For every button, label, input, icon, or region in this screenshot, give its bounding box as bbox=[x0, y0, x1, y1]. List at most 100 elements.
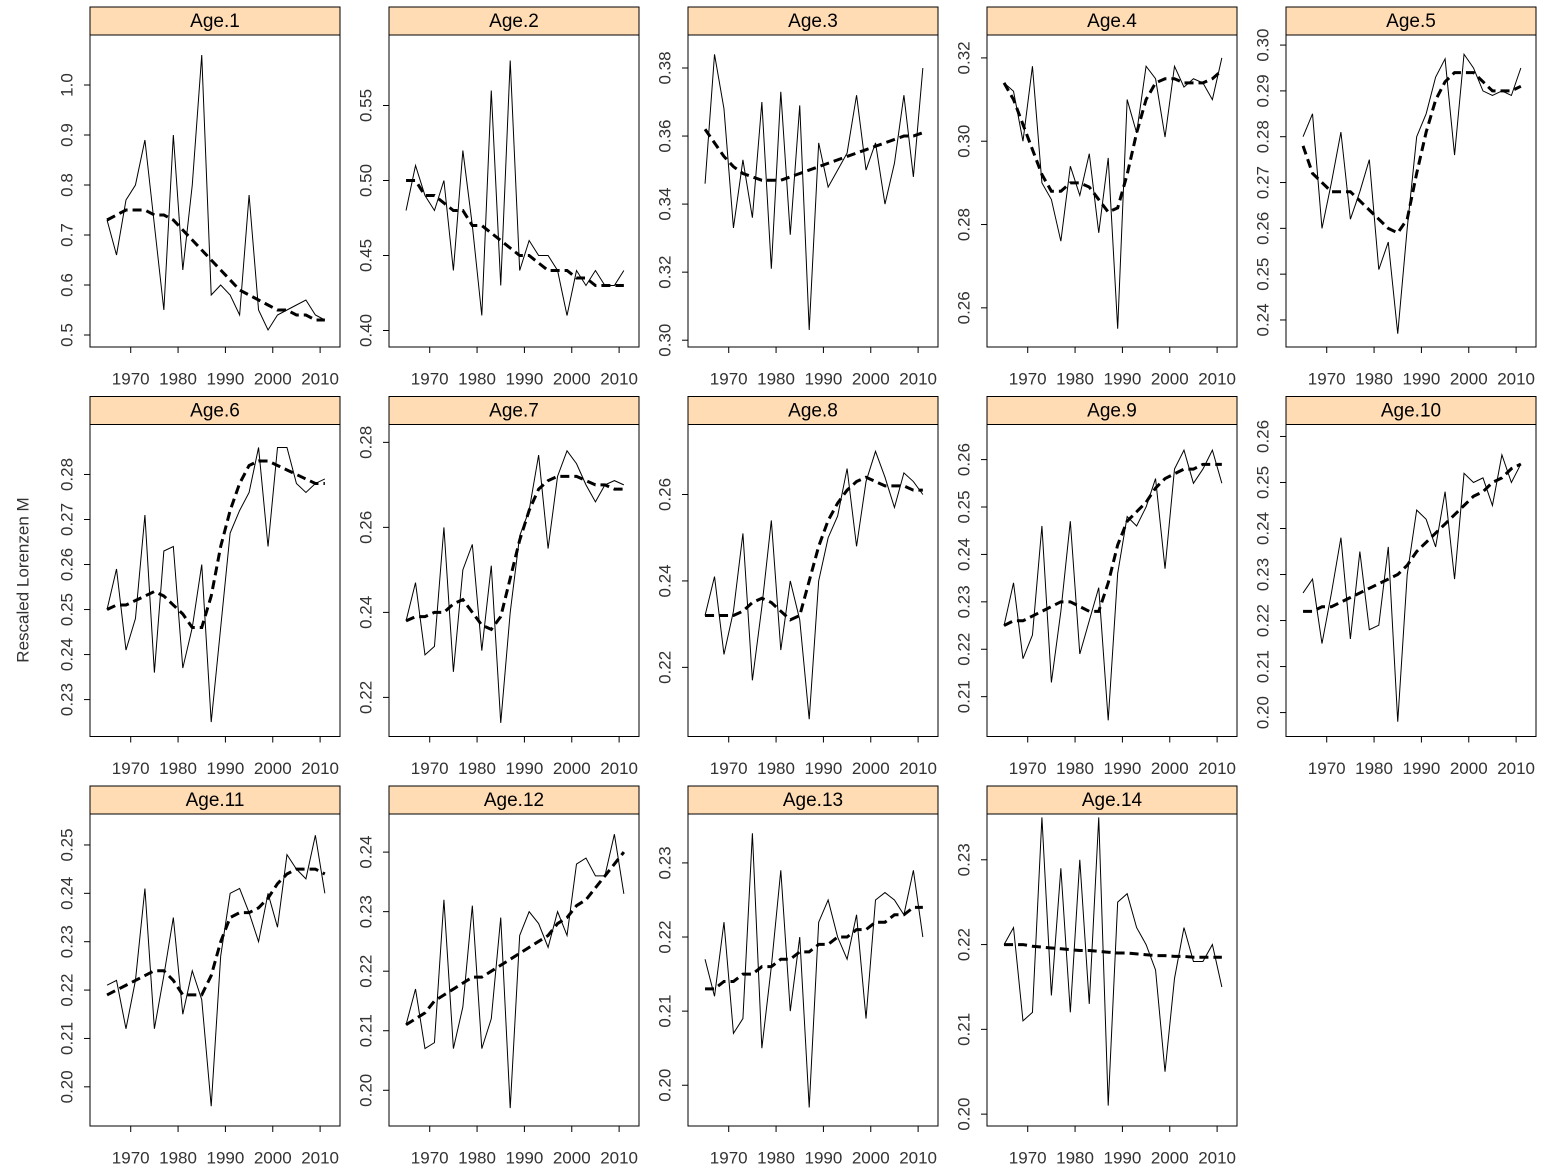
x-tick-label: 1980 bbox=[757, 369, 795, 388]
y-tick-label: 0.22 bbox=[57, 974, 76, 1007]
plot-frame bbox=[89, 813, 341, 1127]
x-tick-label: 1990 bbox=[805, 1148, 843, 1167]
x-tick-label: 2010 bbox=[1497, 759, 1535, 778]
y-tick-label: 0.23 bbox=[356, 895, 375, 928]
x-tick-label: 1990 bbox=[805, 759, 843, 778]
data-line bbox=[1003, 817, 1223, 1106]
plot-frame bbox=[986, 813, 1238, 1127]
y-tick-label: 0.6 bbox=[57, 273, 76, 297]
y-tick-label: 0.25 bbox=[1253, 258, 1272, 291]
strip bbox=[89, 6, 341, 36]
data-line bbox=[704, 449, 924, 720]
x-tick-label: 1970 bbox=[710, 369, 748, 388]
strip bbox=[388, 6, 640, 36]
trend-line bbox=[1303, 462, 1522, 613]
data-line bbox=[106, 54, 326, 332]
y-axis-label: Rescaled Lorenzen M bbox=[13, 497, 32, 662]
x-tick-label: 1980 bbox=[458, 759, 496, 778]
strip bbox=[388, 396, 640, 425]
y-tick-label: 0.28 bbox=[57, 458, 76, 491]
y-tick-label: 0.32 bbox=[655, 256, 674, 289]
y-tick-label: 0.20 bbox=[57, 1070, 76, 1103]
y-tick-label: 0.23 bbox=[954, 585, 973, 618]
y-tick-label: 0.25 bbox=[954, 490, 973, 523]
y-tick-label: 0.23 bbox=[954, 843, 973, 876]
x-tick-label: 1970 bbox=[411, 369, 449, 388]
x-tick-label: 1970 bbox=[411, 759, 449, 778]
panel-title: Age.11 bbox=[186, 790, 245, 811]
y-tick-label: 0.21 bbox=[954, 680, 973, 713]
x-tick-label: 1980 bbox=[458, 369, 496, 388]
plot-frame bbox=[1285, 424, 1537, 737]
x-tick-label: 2010 bbox=[600, 759, 638, 778]
y-tick-label: 0.32 bbox=[954, 41, 973, 74]
x-tick-label: 1990 bbox=[1104, 759, 1142, 778]
x-tick-label: 1970 bbox=[112, 369, 150, 388]
y-tick-label: 0.55 bbox=[356, 89, 375, 122]
x-tick-label: 2000 bbox=[852, 369, 890, 388]
y-tick-label: 0.24 bbox=[57, 877, 76, 910]
panel-title: Age.10 bbox=[1381, 401, 1441, 422]
panel-title: Age.2 bbox=[489, 11, 539, 32]
y-tick-label: 0.26 bbox=[954, 291, 973, 324]
x-tick-label: 1970 bbox=[1009, 1148, 1047, 1167]
x-tick-label: 2000 bbox=[1151, 369, 1189, 388]
x-tick-label: 1970 bbox=[710, 1148, 748, 1167]
x-tick-label: 1970 bbox=[1009, 759, 1047, 778]
x-tick-label: 1980 bbox=[757, 1148, 795, 1167]
x-tick-label: 1980 bbox=[1355, 369, 1393, 388]
panel-title: Age.6 bbox=[190, 401, 240, 422]
y-tick-label: 0.20 bbox=[655, 1069, 674, 1102]
x-tick-label: 1990 bbox=[1104, 369, 1142, 388]
x-tick-label: 1990 bbox=[506, 1148, 544, 1167]
y-tick-label: 0.26 bbox=[655, 478, 674, 511]
x-tick-label: 1980 bbox=[159, 759, 197, 778]
strip bbox=[1285, 6, 1537, 36]
x-tick-label: 1970 bbox=[112, 1148, 150, 1167]
y-tick-label: 0.23 bbox=[57, 925, 76, 958]
y-tick-label: 0.24 bbox=[356, 596, 375, 629]
y-tick-label: 0.22 bbox=[655, 920, 674, 953]
y-tick-label: 0.5 bbox=[57, 323, 76, 347]
data-line bbox=[1302, 52, 1522, 334]
y-tick-label: 0.26 bbox=[356, 511, 375, 544]
y-tick-label: 0.30 bbox=[655, 324, 674, 357]
data-line bbox=[405, 834, 625, 1109]
panel-title: Age.9 bbox=[1087, 401, 1137, 422]
x-tick-label: 2010 bbox=[899, 759, 937, 778]
plot-frame bbox=[89, 424, 341, 737]
panel-title: Age.1 bbox=[190, 11, 240, 32]
x-tick-label: 2010 bbox=[1198, 759, 1236, 778]
plot-frame bbox=[388, 424, 640, 737]
trend-line bbox=[106, 208, 325, 322]
x-tick-label: 1980 bbox=[1056, 759, 1094, 778]
y-tick-label: 0.22 bbox=[1253, 604, 1272, 637]
x-tick-label: 1990 bbox=[207, 369, 245, 388]
plot-frame bbox=[388, 813, 640, 1127]
y-tick-label: 0.20 bbox=[954, 1098, 973, 1131]
y-tick-label: 1.0 bbox=[57, 73, 76, 97]
y-tick-label: 0.30 bbox=[954, 125, 973, 158]
strip bbox=[89, 396, 341, 425]
x-tick-label: 1970 bbox=[1009, 369, 1047, 388]
trend-line bbox=[1002, 69, 1223, 214]
x-tick-label: 1990 bbox=[1403, 369, 1441, 388]
y-tick-label: 0.30 bbox=[1253, 29, 1272, 62]
x-tick-label: 1990 bbox=[207, 759, 245, 778]
x-tick-label: 2000 bbox=[1151, 759, 1189, 778]
y-tick-label: 0.8 bbox=[57, 173, 76, 197]
x-tick-label: 2010 bbox=[1497, 369, 1535, 388]
x-tick-label: 2000 bbox=[852, 1148, 890, 1167]
x-tick-label: 2000 bbox=[852, 759, 890, 778]
y-tick-label: 0.45 bbox=[356, 239, 375, 272]
y-tick-label: 0.26 bbox=[1253, 212, 1272, 245]
y-tick-label: 0.20 bbox=[356, 1074, 375, 1107]
x-tick-label: 2000 bbox=[1450, 369, 1488, 388]
x-tick-label: 1970 bbox=[411, 1148, 449, 1167]
x-tick-label: 2010 bbox=[301, 369, 339, 388]
y-tick-label: 0.23 bbox=[1253, 558, 1272, 591]
panel-title: Age.4 bbox=[1087, 11, 1137, 32]
x-tick-label: 2000 bbox=[1151, 1148, 1189, 1167]
